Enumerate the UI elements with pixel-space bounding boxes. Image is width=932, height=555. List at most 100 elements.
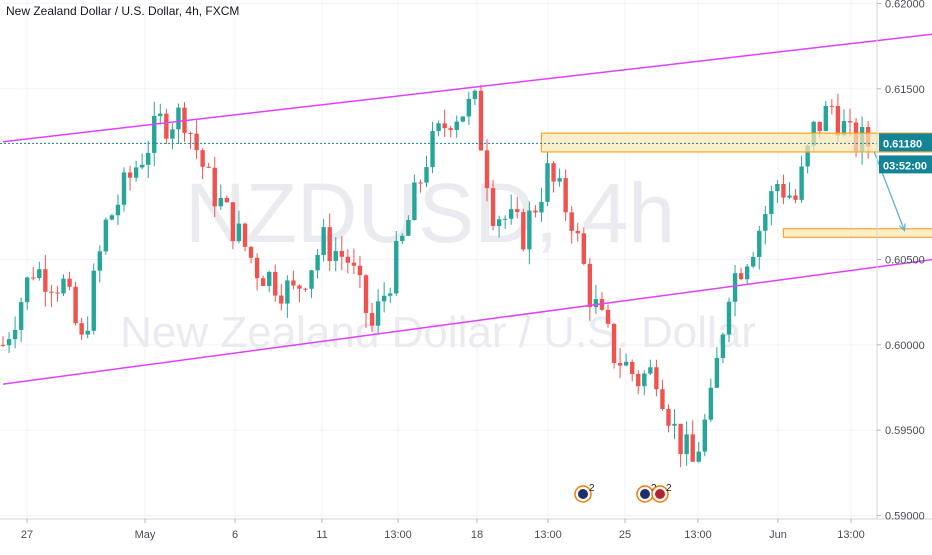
- candle-body: [575, 230, 580, 234]
- candle-body: [49, 291, 54, 293]
- candle-body: [170, 129, 175, 139]
- candle-body: [273, 271, 278, 296]
- price-tag-value: 0.61180: [883, 138, 922, 150]
- y-tick-label: 0.61500: [885, 84, 925, 96]
- candle-body: [442, 123, 447, 129]
- candle-body: [206, 166, 211, 168]
- watermark-name: New Zealand Dollar / U.S. Dollar: [120, 308, 756, 357]
- event-count: 2: [666, 483, 672, 494]
- candle-body: [799, 166, 804, 200]
- channel-lower-line: [2, 258, 932, 385]
- candle-body: [593, 299, 599, 308]
- candle-body: [666, 409, 671, 426]
- candle-body: [176, 107, 181, 130]
- candle-body: [375, 301, 381, 326]
- candle-body: [67, 278, 72, 287]
- candle-body: [164, 113, 169, 139]
- y-tick-label: 0.60500: [885, 255, 925, 267]
- candle-body: [817, 121, 822, 132]
- candle-body: [805, 145, 810, 167]
- candle-body: [509, 209, 514, 219]
- target-zone[interactable]: [782, 228, 932, 238]
- candle-body: [690, 434, 695, 462]
- candle-body: [563, 178, 568, 213]
- candle-body: [448, 128, 453, 130]
- countdown-value: 03:52:00: [883, 160, 927, 172]
- candle-body: [6, 339, 12, 346]
- candle-body: [551, 163, 556, 182]
- candle-body: [345, 256, 351, 263]
- event-count: 2: [589, 483, 595, 494]
- countdown-box: [879, 155, 932, 174]
- candle-body: [484, 150, 490, 189]
- candle-body: [569, 212, 574, 231]
- candle-body: [248, 246, 254, 258]
- candle-body: [291, 280, 296, 286]
- candle-body: [303, 288, 308, 290]
- candle-body: [85, 330, 90, 335]
- candle-body: [18, 302, 24, 330]
- candle-body: [630, 361, 635, 375]
- candle-body: [285, 280, 290, 304]
- candle-body: [351, 262, 357, 266]
- candle-body: [623, 361, 629, 366]
- candle-body: [218, 197, 223, 207]
- candle-body: [127, 172, 133, 178]
- candle-body: [726, 301, 732, 335]
- watermark-symbol: NZDUSD, 4h: [185, 166, 675, 260]
- candle-body: [478, 90, 484, 151]
- candle-body: [121, 172, 127, 205]
- candle-body: [267, 271, 272, 286]
- x-tick-label: 6: [232, 529, 238, 541]
- candle-body: [152, 116, 157, 153]
- candle-body: [188, 132, 193, 134]
- candle-body: [115, 204, 121, 216]
- candle-body: [611, 323, 617, 364]
- candle-body: [545, 163, 550, 202]
- candle-body: [436, 123, 441, 132]
- candle-body: [587, 263, 593, 308]
- candle-body: [146, 152, 151, 165]
- candle-body: [388, 293, 393, 296]
- x-tick-label: 13:00: [684, 529, 712, 541]
- channel-upper-line: [2, 33, 932, 143]
- candle-body: [678, 423, 683, 455]
- candle-body: [91, 270, 96, 331]
- us-flag-icon: [655, 489, 665, 499]
- candle-body: [769, 191, 774, 215]
- candle-body: [660, 389, 665, 410]
- candle-body: [369, 312, 375, 326]
- candle-body: [696, 451, 701, 462]
- x-tick-label: Jun: [769, 529, 787, 541]
- candle-body: [224, 197, 230, 203]
- candle-body: [200, 150, 205, 167]
- resistance-zone[interactable]: [540, 132, 932, 153]
- candle-body: [12, 329, 18, 340]
- candle-body: [254, 257, 260, 279]
- candle-body: [43, 269, 48, 292]
- candle-body: [194, 133, 199, 151]
- candle-body: [521, 212, 526, 250]
- candle-body: [539, 201, 544, 213]
- candle-body: [757, 230, 762, 257]
- x-tick-label: 27: [21, 529, 33, 541]
- candle-body: [230, 202, 236, 242]
- candle-body: [260, 278, 266, 286]
- candle-body: [61, 278, 66, 294]
- candle-body: [339, 251, 344, 257]
- y-tick-label: 0.59000: [885, 511, 925, 523]
- candle-body: [744, 266, 750, 280]
- candle-body: [751, 256, 756, 267]
- candle-body: [25, 277, 30, 303]
- candle-body: [279, 295, 284, 304]
- x-tick-label: 13:00: [534, 529, 562, 541]
- candle-body: [430, 131, 435, 168]
- y-tick-label: 0.62000: [885, 0, 925, 10]
- nz-flag-icon: [578, 489, 588, 499]
- x-tick-label: May: [135, 529, 156, 541]
- y-tick-label: 0.59500: [885, 425, 925, 437]
- candle-body: [357, 265, 363, 276]
- candle-body: [793, 195, 798, 200]
